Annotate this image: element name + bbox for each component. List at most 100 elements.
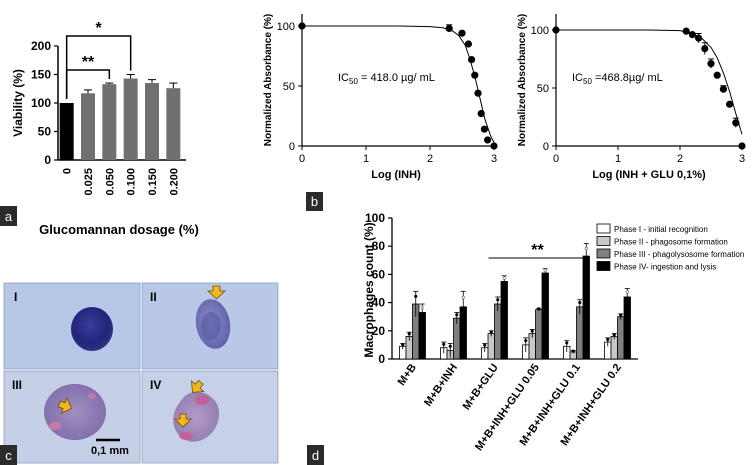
- ic50-annotation: IC50 = 418.0 µg/ mL: [338, 72, 435, 86]
- panel-b-inh-dose-response: 0 50 100 0 1 2 3 IC50 = 418.0 µg/ mL Normaliz…: [263, 14, 498, 181]
- data-point: [464, 40, 472, 48]
- replicate-dot: [455, 313, 459, 317]
- y-axis-label: Normalized Absorbance (%): [263, 14, 274, 146]
- replicate-dot: [543, 268, 547, 273]
- y-tick-label: 80: [372, 239, 386, 253]
- ic50-annotation: IC50 =468.8µg/ mL: [572, 72, 663, 86]
- data-point: [298, 22, 306, 30]
- bar: [582, 255, 590, 360]
- y-tick-label: 20: [372, 324, 386, 338]
- replicate-dot: [578, 301, 582, 305]
- replicate-dot: [625, 290, 629, 294]
- legend-label: Phase III - phagolysosome formation: [614, 250, 744, 259]
- replicate-dot: [537, 307, 541, 311]
- stained-cell: [173, 391, 220, 442]
- legend-swatch: [596, 261, 611, 271]
- x-tick-label: 1: [363, 153, 369, 165]
- y-tick-label: 50: [283, 81, 295, 93]
- legend-label: Phase I - initial recognition: [614, 225, 708, 234]
- arrow-icon: [57, 397, 73, 414]
- data-point: [552, 26, 560, 34]
- bar: [123, 78, 138, 160]
- bar: [59, 103, 74, 160]
- data-point: [726, 100, 734, 108]
- panel-tag-b-box: [306, 192, 323, 211]
- significance-label: **: [531, 242, 544, 259]
- data-point: [738, 142, 746, 150]
- x-tick-label: 0.025: [83, 168, 95, 196]
- micrograph-label-i: I: [14, 290, 17, 304]
- replicate-dot: [530, 329, 534, 333]
- replicate-dot: [584, 246, 588, 251]
- y-tick-label: 60: [372, 267, 386, 281]
- y-tick-label: 0: [543, 141, 549, 153]
- data-point: [484, 136, 492, 144]
- arrow-icon: [174, 413, 192, 428]
- panel-a-y-label: Viability (%): [11, 69, 25, 137]
- replicate-dot: [612, 333, 616, 337]
- data-point: [701, 44, 709, 53]
- x-axis-label: Log (INH): [371, 169, 421, 181]
- legend-label: Phase IV- ingestion and lysis: [614, 263, 716, 272]
- legend-swatch: [596, 236, 611, 246]
- replicate-dot: [483, 343, 487, 347]
- bar: [535, 309, 543, 360]
- panel-a-x-label: Glucomannan dosage (%): [39, 222, 199, 237]
- x-tick-label: 0: [553, 153, 559, 165]
- x-tick-label: 0.100: [126, 168, 138, 196]
- panel-tag-c-box: [0, 445, 17, 465]
- panel-tag-c: c: [5, 448, 12, 463]
- x-tick-label: 0.200: [168, 168, 180, 196]
- replicate-dot: [571, 349, 575, 353]
- bar: [494, 303, 502, 360]
- replicate-dot: [420, 305, 424, 309]
- significance-label: *: [96, 20, 103, 37]
- y-axis-label: Normalized Absorbance (%): [517, 14, 528, 146]
- bar: [81, 93, 95, 160]
- stained-cell: [71, 307, 113, 351]
- replicate-dot: [461, 295, 465, 300]
- y-tick-label: 100: [31, 96, 51, 110]
- x-tick-label: M+B: [396, 362, 419, 388]
- y-tick-label: 200: [31, 39, 51, 53]
- replicate-dot: [489, 330, 493, 334]
- panel-tag-b: b: [311, 194, 318, 209]
- data-point: [477, 110, 485, 118]
- replicate-dot: [448, 344, 452, 348]
- y-tick-label: 50: [38, 125, 52, 139]
- pink-granule: [195, 395, 209, 405]
- bar: [453, 317, 461, 360]
- bar: [617, 316, 625, 360]
- x-tick-label: 1: [615, 153, 621, 165]
- legend-label: Phase II - phagosome formation: [614, 238, 728, 247]
- legend-swatch: [596, 248, 611, 259]
- data-point: [480, 125, 488, 133]
- data-point: [471, 71, 479, 79]
- micrograph-label-iii: III: [12, 378, 22, 392]
- pink-granule: [88, 393, 96, 399]
- cell-nucleus: [201, 312, 221, 340]
- y-tick-label: 0: [378, 352, 385, 366]
- bar: [623, 296, 631, 360]
- y-tick-label: 0: [44, 153, 51, 167]
- replicate-dot: [502, 276, 506, 280]
- replicate-dot: [606, 337, 610, 342]
- x-tick-label: 0: [62, 168, 74, 174]
- replicate-dot: [407, 332, 411, 336]
- x-tick-label: 3: [491, 153, 497, 165]
- x-tick-label: 2: [677, 153, 683, 165]
- x-tick-label: 2: [427, 153, 433, 165]
- y-axis-label: Macrophages count (%): [362, 222, 376, 357]
- x-tick-label: M+B+INH: [422, 362, 460, 409]
- data-point: [682, 27, 690, 35]
- bar: [102, 84, 117, 160]
- replicate-dot: [565, 341, 569, 345]
- data-point: [458, 29, 466, 37]
- x-tick-label: M+B+GLU: [461, 362, 501, 412]
- panel-c-micrographs: I II III 0,1 mm IV: [2, 281, 280, 465]
- bar: [576, 306, 584, 360]
- panel-tag-a-box: [0, 206, 17, 226]
- panel-b-inh-glu-dose-response: 0 50 100 0 1 2 3 IC50 =468.8µg/ mL Normalized…: [517, 14, 746, 181]
